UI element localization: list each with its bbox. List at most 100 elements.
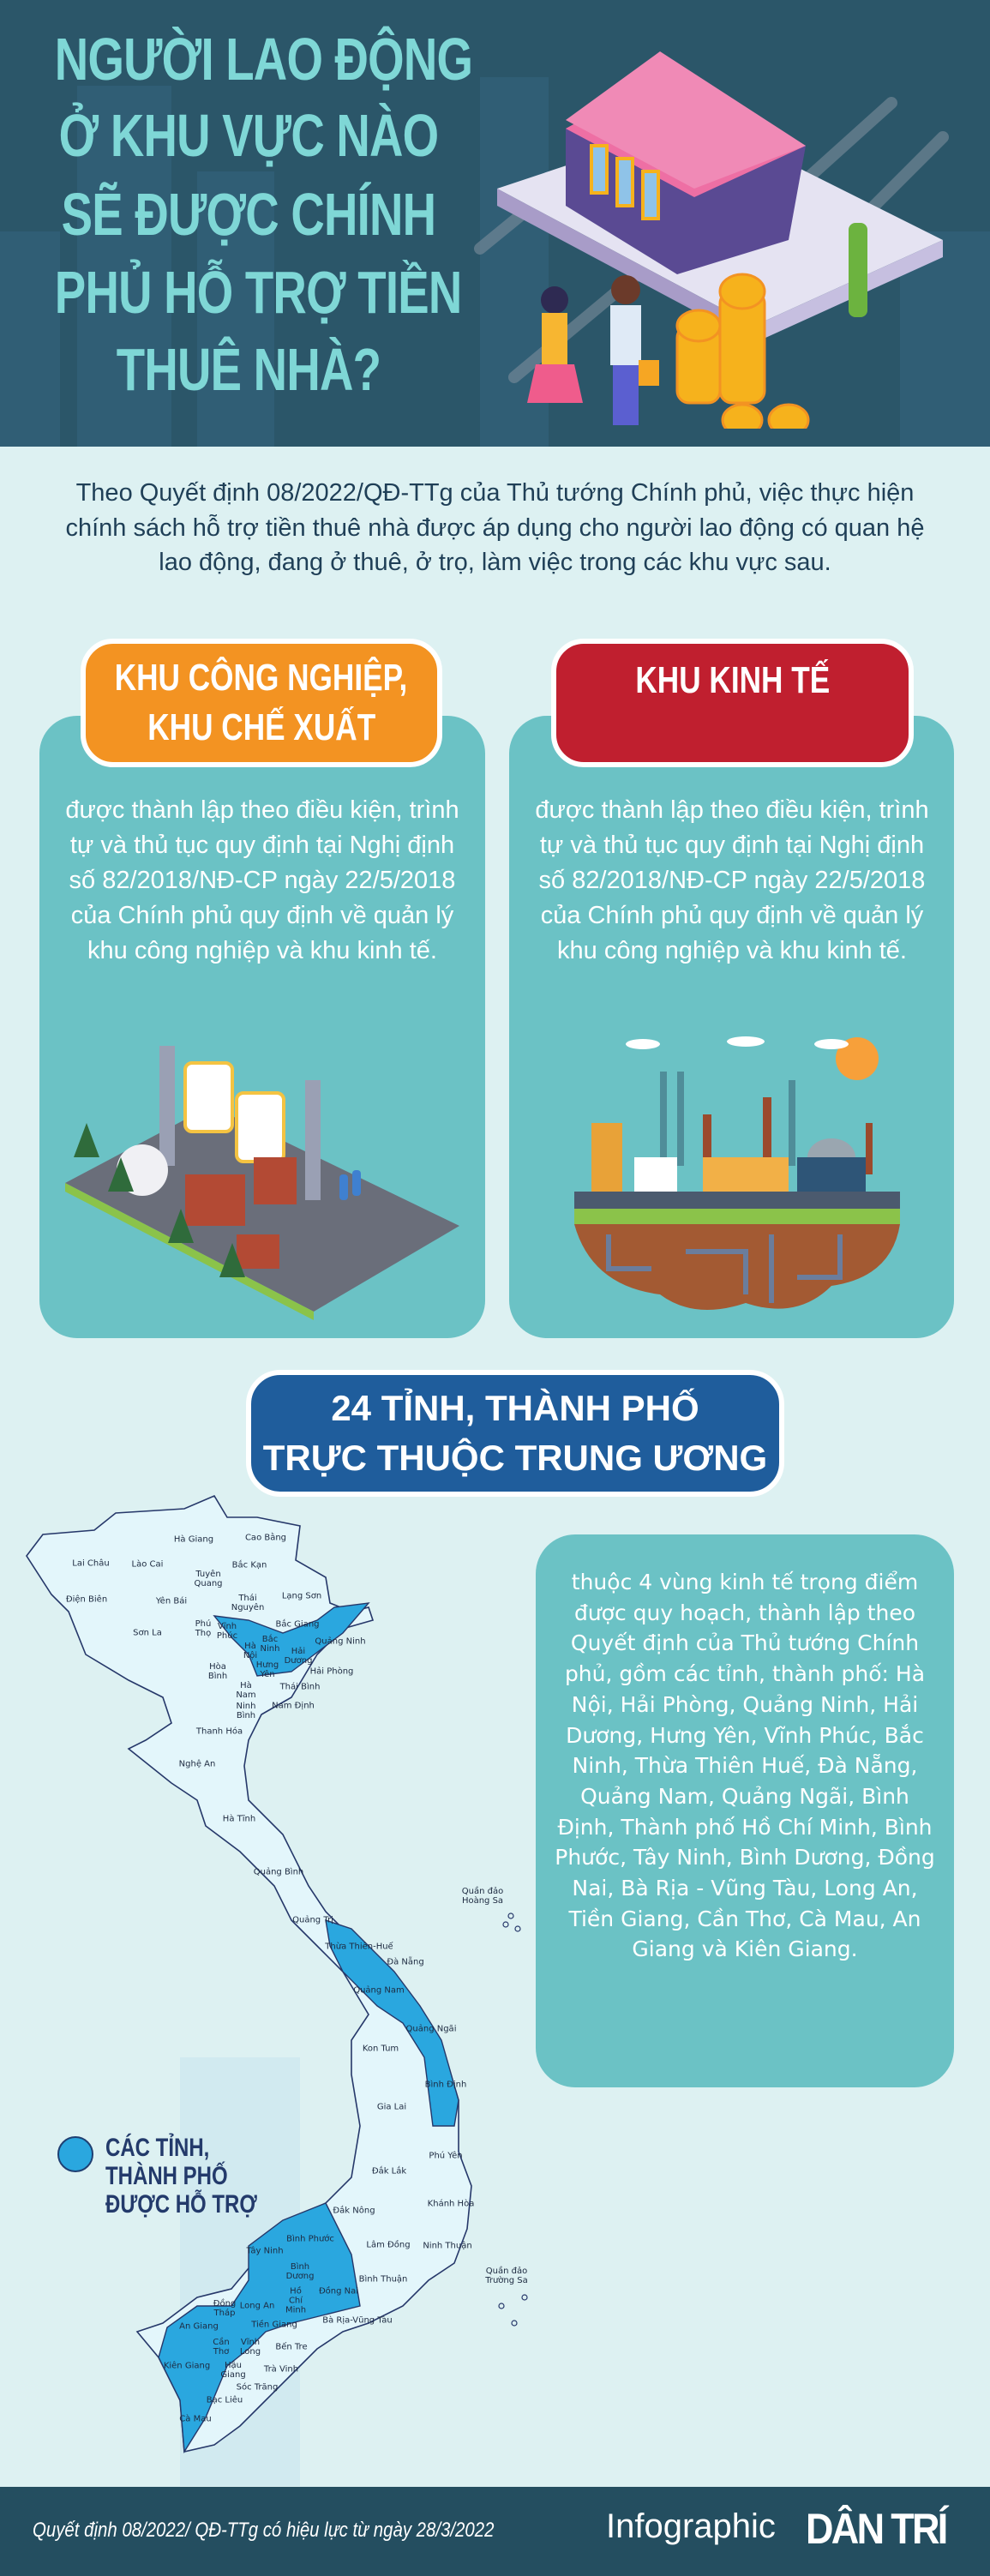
- province-label: Vĩnh Phúc: [216, 1622, 238, 1641]
- footer-note: Quyết định 08/2022/ QĐ-TTg có hiệu lực t…: [33, 2519, 495, 2542]
- province-label: Lai Châu: [72, 1558, 110, 1569]
- province-label: Quảng Nam: [353, 1985, 405, 1996]
- map-land: [26, 1494, 472, 2453]
- vietnam-map: [26, 1494, 528, 2486]
- province-label: Ninh Bình: [236, 1702, 256, 1720]
- province-label: Điện Biên: [65, 1594, 108, 1605]
- province-label: Quảng Bình: [253, 1867, 304, 1877]
- province-label: Tiền Giang: [251, 2320, 297, 2330]
- province-label: Bình Định: [424, 2080, 467, 2090]
- industrial-park-card-title: KHU CÔNG NGHIỆP, KHU CHẾ XUẤT: [81, 639, 442, 767]
- province-label: Đồng Tháp: [213, 2299, 237, 2318]
- province-label: Hải Phòng: [309, 1666, 354, 1677]
- province-label: Thừa Thiên-Huế: [325, 1942, 393, 1952]
- province-label: Trà Vinh: [263, 2364, 299, 2375]
- province-label: Quảng Ninh: [315, 1636, 366, 1647]
- province-label: Hà Nội: [243, 1642, 258, 1660]
- card-title-line: KHU CHẾ XUẤT: [147, 706, 375, 748]
- main-title-line: Ở KHU VỰC NÀO: [58, 102, 439, 169]
- province-label: Nam Định: [272, 1701, 315, 1711]
- header-banner: NGƯỜI LAO ĐỘNG Ở KHU VỰC NÀO SẼ ĐƯỢC CHÍ…: [0, 0, 990, 447]
- province-label: Lâm Đồng: [366, 2240, 411, 2250]
- main-title-line: SẼ ĐƯỢC CHÍNH: [61, 181, 436, 248]
- industrial-park-description: được thành lập theo điều kiện, trình tự …: [65, 796, 459, 964]
- building-silhouette: [77, 86, 171, 447]
- footer-brand: Infographic: [606, 2507, 776, 2545]
- province-label: Quảng Ngãi: [405, 2024, 457, 2034]
- building-silhouette: [0, 231, 60, 447]
- legend-label-line: CÁC TỈNH,: [105, 2134, 210, 2162]
- card-title-line: KHU CÔNG NGHIỆP,: [115, 657, 408, 699]
- province-label: Hậu Giang: [220, 2361, 246, 2380]
- province-label: Thái Bình: [279, 1682, 321, 1692]
- house-couple-coins-illustration: [474, 51, 949, 429]
- province-label: Lào Cai: [131, 1559, 164, 1570]
- province-label: Sơn La: [133, 1628, 162, 1638]
- province-label: Phú Yên: [429, 2151, 463, 2161]
- province-label: Bà Rịa-Vũng Tàu: [322, 2315, 393, 2326]
- province-label: Khánh Hòa: [427, 2199, 475, 2209]
- map-supported-region-central: [325, 1918, 459, 2127]
- economic-zone-card-title: KHU KINH TẾ: [551, 639, 914, 767]
- province-label: Gia Lai: [376, 2102, 407, 2112]
- province-label: Kon Tum: [362, 2044, 399, 2054]
- section-title-line: TRỰC THUỘC TRUNG ƯƠNG: [262, 1438, 768, 1478]
- main-title-line: PHỦ HỖ TRỢ TIỀN: [54, 259, 462, 326]
- legend-label-line: THÀNH PHỐ: [105, 2162, 228, 2190]
- province-label: Bình Thuận: [358, 2274, 408, 2285]
- province-label: Đắk Nông: [333, 2206, 375, 2216]
- province-label: Thanh Hóa: [195, 1726, 243, 1737]
- province-label: Quần đảo Trường Sa: [485, 2267, 528, 2285]
- province-label: Cần Thơ: [213, 2338, 230, 2357]
- province-label: Bạc Liêu: [206, 2395, 243, 2405]
- province-label: Long An: [239, 2301, 275, 2311]
- province-label: Hồ Chí Minh: [285, 2286, 307, 2315]
- province-label: Bắc Ninh: [260, 1635, 280, 1654]
- supported-legend-swatch: [57, 2136, 93, 2172]
- economic-zone-description: được thành lập theo điều kiện, trình tự …: [535, 796, 929, 964]
- province-label: Cà Mau: [179, 2414, 212, 2424]
- map-supported-region-south: [158, 2202, 361, 2454]
- province-label: Đắk Lắk: [371, 2166, 407, 2177]
- province-label: Yên Bái: [155, 1596, 188, 1606]
- province-label: An Giang: [179, 2321, 219, 2332]
- province-label: Bắc Kạn: [231, 1560, 267, 1570]
- province-label: Tây Ninh: [246, 2246, 284, 2256]
- main-title-line: THUÊ NHÀ?: [116, 336, 381, 403]
- province-label: Bắc Giang: [275, 1619, 320, 1630]
- province-label: Hà Nam: [236, 1681, 256, 1700]
- province-label: Tuyên Quang: [194, 1570, 223, 1588]
- province-label: Ninh Thuận: [423, 2241, 472, 2251]
- intro-text: Theo Quyết định 08/2022/QĐ-TTg của Thủ t…: [65, 479, 925, 576]
- provinces-section-title: 24 TỈNH, THÀNH PHỐ TRỰC THUỘC TRUNG ƯƠNG: [246, 1370, 784, 1497]
- legend-label-line: ĐƯỢC HỖ TRỢ: [105, 2190, 257, 2219]
- province-label: Hưng Yên: [255, 1660, 279, 1679]
- card-title-line: KHU KINH TẾ: [635, 659, 830, 701]
- main-title-line: NGƯỜI LAO ĐỘNG: [54, 26, 473, 93]
- province-label: Hải Dương: [284, 1647, 313, 1666]
- building-silhouette: [197, 171, 274, 447]
- province-label: Đồng Nai: [318, 2286, 359, 2297]
- island-markers: [498, 1912, 528, 2327]
- province-label: Đà Nẵng: [387, 1957, 424, 1967]
- province-label: Vĩnh Long: [239, 2338, 261, 2357]
- province-label: Thái Nguyên: [231, 1594, 265, 1612]
- province-label: Hà Giang: [173, 1534, 214, 1545]
- province-label: Sóc Trăng: [236, 2382, 279, 2393]
- province-label: Lạng Sơn: [281, 1591, 322, 1601]
- province-label: Bình Dương: [285, 2262, 315, 2281]
- province-label: Nghệ An: [178, 1759, 216, 1769]
- province-label: Bến Tre: [275, 2342, 308, 2352]
- section-title-line: 24 TỈNH, THÀNH PHỐ: [331, 1388, 699, 1428]
- province-label: Phú Thọ: [195, 1619, 212, 1638]
- province-label: Cao Bằng: [244, 1533, 287, 1543]
- province-label: Quần đảo Hoàng Sa: [461, 1887, 504, 1906]
- dantri-logo: DÂN TRÍ: [806, 2505, 948, 2553]
- province-label: Quảng Trị: [292, 1915, 333, 1925]
- province-label: Bình Phước: [286, 2234, 334, 2244]
- province-label: Hà Tĩnh: [222, 1814, 256, 1824]
- provinces-description: thuộc 4 vùng kinh tế trọng điểm được quy…: [536, 1534, 954, 2087]
- footer: [0, 2487, 990, 2576]
- province-label: Kiên Giang: [163, 2361, 211, 2371]
- province-label: Hòa Bình: [207, 1662, 228, 1681]
